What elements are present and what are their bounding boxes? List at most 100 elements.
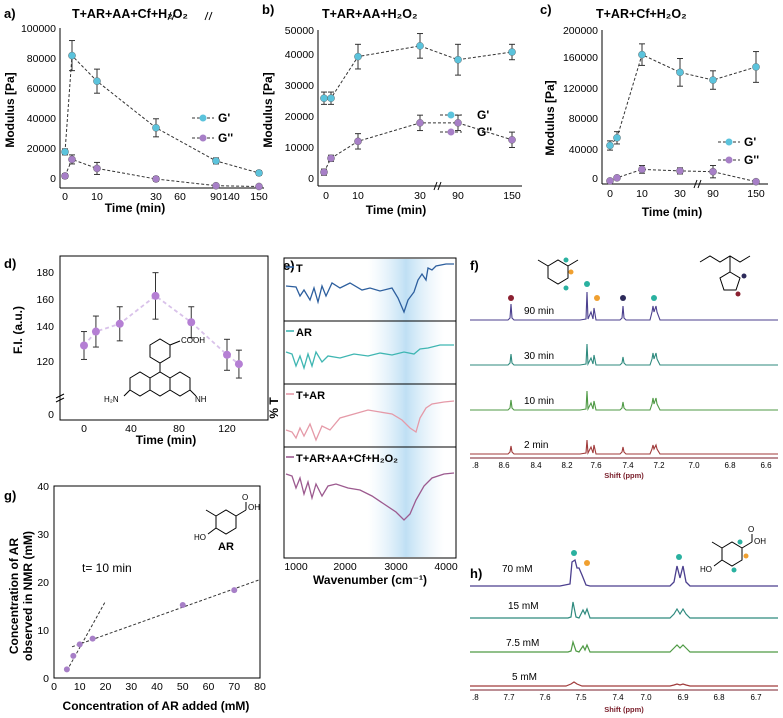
panel-a-ytick: 0 — [50, 173, 56, 185]
rhodamine-right-ring — [169, 371, 191, 397]
panel-e-frame — [283, 257, 457, 559]
panel-d-xtick: 80 — [173, 423, 185, 435]
panel-g-xtick: 80 — [254, 681, 266, 693]
panel-c-legend-gprime: G' — [744, 135, 756, 149]
data-point-gprime — [638, 50, 646, 59]
panel-c-ytick: 0 — [592, 173, 598, 185]
panel-a-title: T+AR+AA+Cf+H₂O₂ — [72, 7, 188, 21]
panel-d-xtick: 40 — [125, 423, 137, 435]
panel-g-ytick: 0 — [43, 673, 49, 685]
data-point-gdouble — [454, 119, 462, 127]
data-point-gprime — [320, 94, 328, 103]
panel-g-xtick: 20 — [100, 681, 112, 693]
structure-dot-navy — [741, 273, 747, 279]
series-line-gprime — [64, 54, 260, 174]
data-point-gprime — [709, 76, 717, 84]
panel-c-legend: G' G'' — [718, 135, 759, 167]
ar-data-point — [70, 652, 77, 659]
panel-a-xlabel: Time (min) — [105, 201, 165, 215]
rhodamine-middle-ring — [149, 371, 171, 397]
peak-marker-teal — [571, 550, 577, 556]
ar-oh-label: OH — [248, 503, 260, 512]
structure-dot-teal — [731, 567, 737, 573]
panel-a-ytick: 20000 — [27, 143, 56, 155]
panel-d-xlabel: Time (min) — [136, 433, 196, 447]
data-point-gdouble — [212, 181, 220, 190]
panel-g-ytick: 30 — [37, 529, 49, 541]
panel-f-xticks: .8 8.6 8.4 8.2 7.6 7.4 7.2 7.0 6.8 6.6 — [472, 461, 772, 470]
panel-f-xtick: 7.0 — [688, 461, 700, 470]
structure-dot-teal — [563, 285, 569, 291]
panel-a-xtick: 0 — [62, 191, 68, 203]
panel-e-trace-label-ar: AR — [296, 327, 312, 339]
panel-f-time-10: 10 min — [524, 396, 554, 407]
panel-a-plot — [61, 40, 263, 191]
panel-f-xlabel: Shift (ppm) — [604, 471, 644, 480]
panel-a-legend-gdouble: G'' — [218, 131, 233, 145]
panel-b-legend-marker-gdouble — [447, 128, 455, 136]
panel-g-ylabel-line1: Concentration of AR — [7, 538, 21, 655]
panel-g-xtick: 10 — [74, 681, 86, 693]
panel-c-xtick: 30 — [674, 188, 686, 200]
panel-c: c) T+AR+Cf+H₂O₂ Modulus [Pa] Time (min) … — [540, 2, 768, 219]
ar-data-point — [89, 635, 96, 642]
ft-trace-t — [285, 263, 454, 314]
data-point-gprime — [68, 51, 76, 60]
panel-b-legend-gdouble: G'' — [477, 125, 492, 139]
fi-data-point — [80, 341, 88, 350]
data-point-gdouble — [752, 177, 760, 186]
panel-d-ylabel: F.I. (a.u.) — [11, 306, 25, 354]
panel-c-plot — [606, 43, 760, 186]
data-point-gdouble — [709, 167, 717, 176]
fi-data-point — [234, 360, 243, 369]
panel-a-xtick: 60 — [174, 191, 186, 203]
high-conc-fit-line — [71, 579, 261, 648]
panel-d: d) F.I. (a.u.) Time (min) 0 120 140 160 … — [4, 255, 269, 447]
panel-a-ytick: 40000 — [27, 113, 56, 125]
series-line-gdouble — [64, 158, 260, 187]
panel-b-xtick: 0 — [323, 190, 329, 202]
data-point-gprime — [752, 63, 760, 71]
panel-g-xtick: 30 — [125, 681, 137, 693]
data-point-gprime — [454, 55, 462, 64]
rhodamine-cooh-label: COOH — [181, 336, 205, 345]
panel-c-title: T+AR+Cf+H₂O₂ — [596, 7, 687, 21]
panel-d-ytick: 180 — [36, 267, 54, 279]
peak-marker-maroon — [508, 295, 514, 301]
panel-c-ytick: 160000 — [563, 52, 598, 64]
panel-h-xtick: 7.4 — [612, 693, 624, 702]
panel-b-title: T+AR+AA+H₂O₂ — [322, 7, 418, 21]
series-line-gprime — [324, 45, 513, 99]
data-point-gdouble — [638, 165, 646, 174]
ar-ho-label-h: HO — [700, 565, 712, 574]
ft-trace-tar — [285, 400, 455, 442]
panel-h-conc-15: 15 mM — [508, 601, 539, 612]
panel-c-ytick: 200000 — [563, 25, 598, 37]
panel-b-ytick: 40000 — [285, 49, 314, 61]
panel-d-label: d) — [4, 256, 16, 271]
panel-e-trace-label-t: T — [296, 263, 303, 275]
nmr-trace-15mm — [470, 601, 778, 619]
panel-g-ytick: 10 — [37, 625, 49, 637]
data-point-gdouble — [152, 175, 160, 183]
panel-b-legend-gprime: G' — [477, 108, 489, 122]
data-point-gdouble — [93, 164, 101, 173]
panel-g-xtick: 60 — [203, 681, 215, 693]
panel-a-xtick: 140 — [222, 191, 240, 203]
structure-dot-teal — [737, 539, 743, 545]
panel-f-xtick: 7.2 — [653, 461, 665, 470]
low-conc-fit-line — [66, 600, 106, 672]
data-point-gprime — [327, 94, 335, 103]
data-point-gdouble — [508, 135, 516, 144]
data-point-gprime — [152, 124, 160, 132]
panel-f-time-90: 90 min — [524, 306, 554, 317]
data-point-gdouble — [68, 155, 76, 164]
ft-trace-ar — [285, 344, 454, 371]
panel-b-label: b) — [262, 2, 274, 17]
nmr-trace-30min — [470, 343, 778, 367]
panel-g-xtick: 0 — [51, 681, 57, 693]
data-point-gprime — [61, 148, 69, 156]
panel-h-xticks: .8 7.7 7.6 7.5 7.4 7.0 6.9 6.8 6.7 — [472, 693, 762, 702]
panel-d-ytick: 0 — [48, 409, 54, 421]
panel-d-plot — [80, 272, 243, 379]
